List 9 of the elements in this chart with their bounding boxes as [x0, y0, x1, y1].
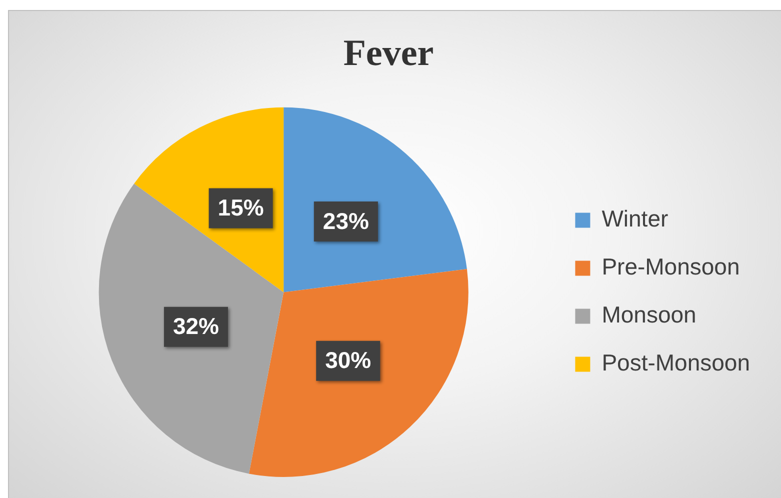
data-label: 30%	[325, 347, 372, 374]
legend-label: Post-Monsoon	[602, 350, 750, 376]
legend-label: Winter	[602, 206, 668, 232]
data-label: 23%	[322, 208, 369, 234]
chart-title: Fever	[343, 32, 434, 74]
data-label: 32%	[172, 313, 219, 340]
data-label: 15%	[218, 194, 264, 221]
legend-label: Pre-Monsoon	[602, 254, 740, 280]
legend-label: Monsoon	[602, 302, 696, 328]
